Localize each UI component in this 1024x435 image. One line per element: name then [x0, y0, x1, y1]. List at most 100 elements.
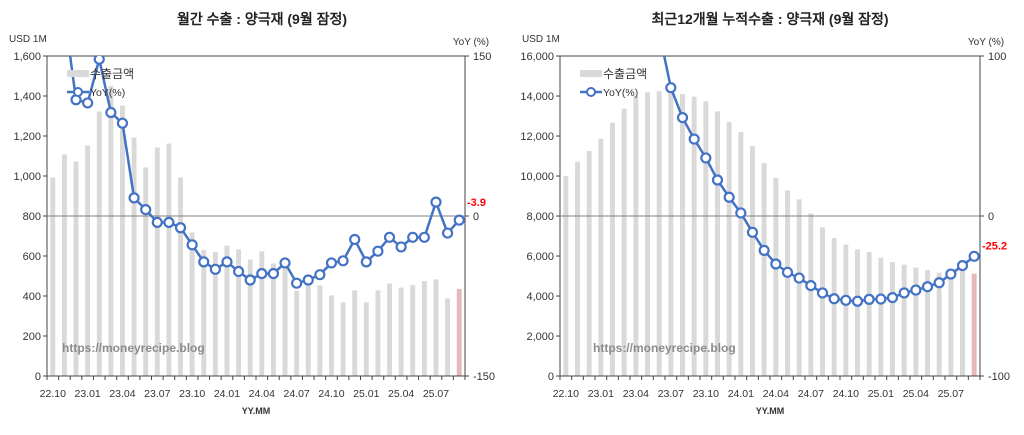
yoy-point — [151, 216, 163, 228]
bar — [855, 249, 860, 376]
y-tick-label: 1,600 — [13, 51, 41, 63]
y-tick-label: 1,400 — [13, 91, 41, 103]
chart-title: 최근12개월 누적수출 : 양극재 (9월 잠정) — [651, 11, 888, 27]
y-tick-label: 6,000 — [526, 251, 554, 263]
yoy-point — [655, 28, 664, 37]
yoy-point — [337, 255, 349, 267]
bar — [201, 250, 207, 376]
yoy-point — [910, 284, 922, 296]
x-axis-label: YY.MM — [242, 406, 271, 416]
bar — [890, 262, 895, 376]
bar — [808, 213, 814, 376]
x-tick-label: 25.04 — [388, 388, 414, 400]
yoy-point — [325, 257, 338, 269]
bar — [340, 302, 346, 376]
x-tick-label: 25.07 — [938, 388, 964, 400]
chart-title: 월간 수출 : 양극재 (9월 잠정) — [177, 11, 347, 27]
y-axis-label: USD 1M — [522, 34, 560, 45]
bar — [305, 280, 311, 376]
bar — [143, 167, 149, 376]
x-tick-label: 23.04 — [109, 388, 135, 400]
bar — [715, 111, 720, 376]
bar — [878, 257, 884, 376]
yoy-line — [662, 56, 975, 303]
y2-tick-label: 100 — [988, 51, 1006, 63]
yoy-point — [349, 233, 361, 246]
bar — [85, 145, 91, 376]
bar — [259, 251, 265, 376]
y-axis-label: USD 1M — [9, 34, 47, 45]
bar — [656, 91, 662, 376]
y-tick-label: 600 — [23, 251, 41, 263]
bar — [421, 281, 427, 376]
x-tick-label: 25.01 — [868, 388, 894, 400]
yoy-point — [441, 227, 454, 239]
bar — [387, 283, 392, 376]
bar — [410, 285, 416, 376]
yoy-point — [875, 293, 887, 305]
yoy-point — [746, 226, 759, 238]
y-tick-label: 200 — [23, 331, 41, 343]
yoy-line — [68, 56, 461, 285]
yoy-point — [863, 293, 875, 305]
bar — [785, 190, 790, 376]
yoy-point — [723, 191, 735, 203]
yoy-point — [93, 56, 105, 65]
y-tick-label: 400 — [23, 291, 41, 303]
yoy-series — [655, 28, 980, 307]
y-tick-label: 10,000 — [520, 171, 554, 183]
bar — [50, 177, 56, 376]
bar — [843, 244, 849, 376]
yoy-point — [302, 274, 314, 286]
bar — [575, 161, 580, 376]
yoy-point — [956, 260, 969, 272]
bar — [761, 163, 767, 376]
yoy-point — [174, 222, 187, 234]
yoy-point — [793, 272, 805, 284]
y2-axis-label: YoY (%) — [968, 37, 1004, 48]
bar — [936, 272, 942, 376]
y2-axis-label: YoY (%) — [453, 37, 489, 48]
yoy-point — [279, 257, 291, 269]
bar — [726, 122, 732, 376]
yoy-point — [805, 280, 817, 292]
bar — [586, 151, 592, 376]
yoy-point — [407, 231, 419, 243]
yoy-point — [372, 245, 384, 257]
yoy-point — [933, 277, 945, 289]
yoy-point — [360, 256, 372, 268]
bar — [224, 245, 230, 376]
legend-line-label: YoY(%) — [603, 87, 638, 99]
x-tick-label: 24.01 — [214, 388, 240, 400]
bar — [96, 111, 102, 377]
legend-bar-swatch — [580, 70, 602, 77]
yoy-point — [676, 111, 689, 124]
yoy-point — [828, 293, 840, 305]
x-tick-label: 25.01 — [353, 388, 379, 400]
bar — [960, 271, 965, 376]
chart-2: 최근12개월 누적수출 : 양극재 (9월 잠정) USD 1M YoY (%) YY… — [520, 11, 1010, 416]
yoy-point — [418, 231, 430, 243]
bar — [294, 290, 300, 376]
yoy-point — [256, 268, 268, 280]
bar — [433, 279, 439, 376]
yoy-point — [140, 204, 152, 216]
bar — [456, 289, 462, 376]
bar — [820, 227, 825, 376]
bar — [948, 272, 954, 376]
yoy-point — [60, 9, 69, 18]
bar — [352, 290, 358, 376]
bar — [773, 178, 779, 376]
bar — [971, 273, 977, 376]
bar — [317, 285, 323, 376]
bar — [621, 108, 627, 376]
yoy-point — [430, 196, 442, 208]
x-tick-label: 22.10 — [40, 388, 66, 400]
x-tick-label: 23.10 — [179, 388, 205, 400]
y-tick-label: 4,000 — [526, 291, 554, 303]
bar — [73, 161, 79, 376]
x-tick-label: 24.07 — [283, 388, 309, 400]
y-tick-label: 0 — [548, 371, 554, 383]
last-value-label: -25.2 — [982, 240, 1007, 252]
bar — [738, 132, 744, 376]
